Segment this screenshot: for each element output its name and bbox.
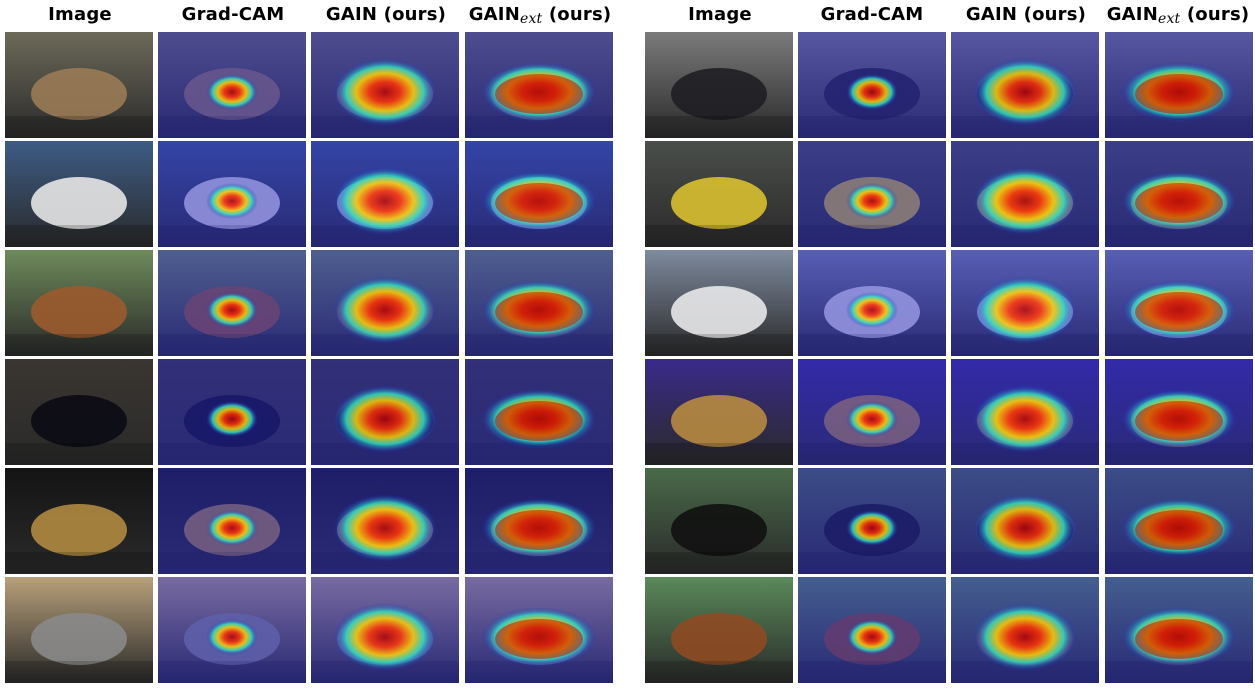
heatmap-gain-ext [465, 141, 613, 247]
heatmap-gain [951, 141, 1099, 247]
input-image [645, 359, 793, 465]
heatmap-gain-ext [465, 250, 613, 356]
column-header-gradcam: Grad-CAM [820, 4, 924, 25]
input-image [5, 250, 153, 356]
heatmap-gain [951, 359, 1099, 465]
column-header-gradcam: Grad-CAM [181, 4, 285, 25]
heatmap-gain [951, 577, 1099, 683]
heatmap-gain-ext [465, 577, 613, 683]
input-image [5, 468, 153, 574]
input-image [645, 141, 793, 247]
input-image [5, 141, 153, 247]
heatmap-gradcam [798, 141, 946, 247]
column-header-gain-ext: GAINext (ours) [1106, 4, 1250, 27]
heatmap-gain [311, 141, 459, 247]
heatmap-gain [311, 577, 459, 683]
heatmap-gradcam [158, 250, 306, 356]
input-image [5, 359, 153, 465]
input-image [645, 250, 793, 356]
input-image [5, 577, 153, 683]
input-image [645, 468, 793, 574]
heatmap-gain [311, 359, 459, 465]
heatmap-gain [311, 250, 459, 356]
column-header-gain-ext: GAINext (ours) [468, 4, 612, 27]
heatmap-gradcam [798, 32, 946, 138]
column-header-gain: GAIN (ours) [325, 4, 447, 25]
heatmap-gain [311, 468, 459, 574]
heatmap-gain-ext [1105, 577, 1253, 683]
heatmap-gain [951, 32, 1099, 138]
heatmap-gain-ext [1105, 141, 1253, 247]
heatmap-gain [951, 468, 1099, 574]
heatmap-gradcam [798, 468, 946, 574]
heatmap-gain-ext [465, 32, 613, 138]
input-image [5, 32, 153, 138]
heatmap-gain [311, 32, 459, 138]
heatmap-gradcam [798, 250, 946, 356]
input-image [645, 577, 793, 683]
column-header-image: Image [48, 4, 112, 25]
heatmap-gain-ext [1105, 468, 1253, 574]
heatmap-gain-ext [1105, 32, 1253, 138]
heatmap-gain-ext [465, 468, 613, 574]
heatmap-gain-ext [465, 359, 613, 465]
heatmap-gradcam [798, 577, 946, 683]
heatmap-gain-ext [1105, 250, 1253, 356]
heatmap-gradcam [798, 359, 946, 465]
heatmap-gradcam [158, 468, 306, 574]
column-header-gain: GAIN (ours) [965, 4, 1087, 25]
heatmap-gradcam [158, 359, 306, 465]
heatmap-gradcam [158, 577, 306, 683]
heatmap-gain-ext [1105, 359, 1253, 465]
heatmap-gradcam [158, 141, 306, 247]
input-image [645, 32, 793, 138]
heatmap-gain [951, 250, 1099, 356]
heatmap-gradcam [158, 32, 306, 138]
column-header-image: Image [688, 4, 752, 25]
